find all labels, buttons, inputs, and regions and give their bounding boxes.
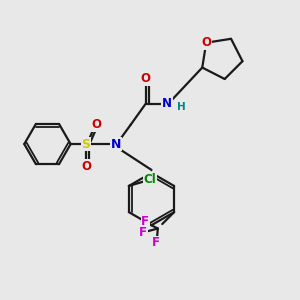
Text: O: O [140, 72, 151, 85]
Text: Cl: Cl [144, 173, 157, 186]
Text: N: N [111, 138, 121, 151]
Text: F: F [152, 236, 160, 249]
Text: H: H [177, 102, 186, 112]
Text: O: O [81, 160, 91, 173]
Text: O: O [92, 118, 101, 131]
Text: O: O [201, 36, 211, 49]
Text: S: S [82, 138, 91, 151]
Text: F: F [139, 226, 147, 239]
Text: F: F [141, 215, 149, 228]
Text: N: N [162, 98, 172, 110]
